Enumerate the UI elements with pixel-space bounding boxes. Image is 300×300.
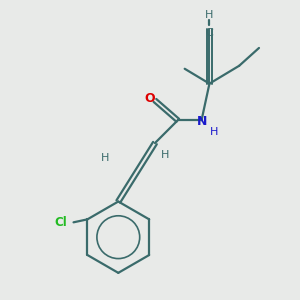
Text: H: H (101, 153, 110, 163)
Text: C: C (206, 28, 213, 38)
Text: N: N (197, 115, 208, 128)
Text: O: O (145, 92, 155, 105)
Text: H: H (210, 127, 219, 137)
Text: H: H (161, 150, 169, 160)
Text: Cl: Cl (55, 216, 68, 229)
Text: H: H (205, 10, 214, 20)
